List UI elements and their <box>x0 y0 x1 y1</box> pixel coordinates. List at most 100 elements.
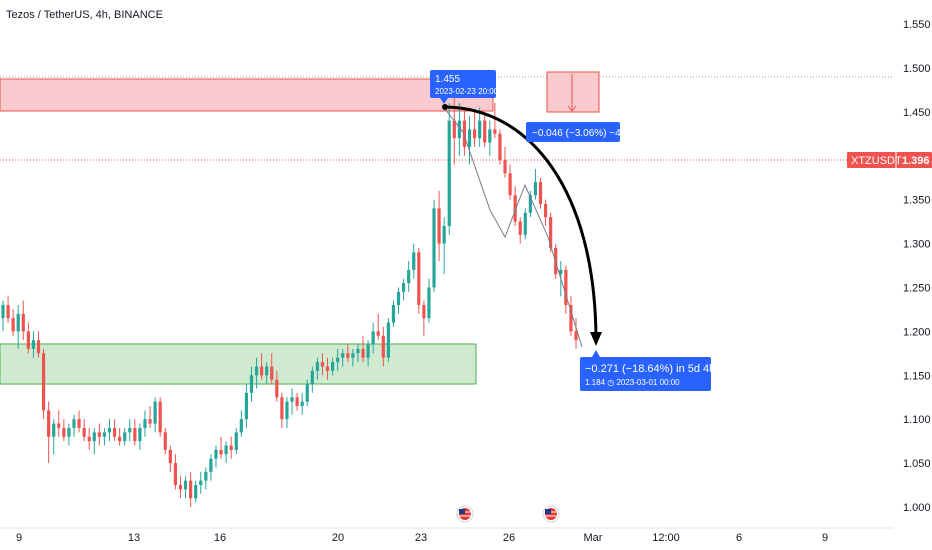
time-tick-label: Mar <box>584 532 603 544</box>
candle-body <box>254 366 259 376</box>
time-tick-label: 13 <box>128 532 140 544</box>
resistance-zone[interactable] <box>0 78 494 112</box>
candle <box>97 423 101 446</box>
candle-body <box>234 432 238 450</box>
candle-body <box>533 182 538 196</box>
candle <box>254 357 259 389</box>
candle-body <box>178 485 183 490</box>
price-axis[interactable]: 1.5501.5001.4501.4001.3501.3001.2501.200… <box>903 19 931 514</box>
candle-body <box>239 419 243 433</box>
candle <box>209 454 213 481</box>
candle-body <box>528 195 532 213</box>
candle <box>138 423 142 450</box>
candle <box>543 199 548 226</box>
candle-body <box>386 322 390 358</box>
measure-tooltip-text: −0.046 (−3.06%) −46 <box>532 128 627 139</box>
candle-body <box>472 129 477 139</box>
candle <box>31 331 36 358</box>
candle-body <box>102 432 107 437</box>
candle <box>92 427 96 455</box>
candle <box>57 410 61 437</box>
support-zone[interactable] <box>0 343 477 385</box>
candle-body <box>11 318 15 332</box>
candle-body <box>391 305 396 323</box>
candle-body <box>118 436 122 442</box>
candle <box>488 120 492 156</box>
candle <box>62 419 66 442</box>
candle-body <box>57 423 61 428</box>
projection-path[interactable] <box>444 108 583 348</box>
price-tick-label: 1.550 <box>903 19 931 31</box>
candle <box>336 348 340 371</box>
time-axis[interactable]: 9 13 16 20 23 26 Mar 12:00 6 9 <box>16 532 828 544</box>
candle <box>260 353 264 380</box>
candle <box>346 344 350 363</box>
candle-body <box>462 120 467 147</box>
candle <box>412 243 416 279</box>
candle-body <box>478 120 482 139</box>
candle <box>305 379 309 407</box>
candle-body <box>437 208 441 244</box>
arrowhead-icon <box>590 332 602 346</box>
candle-body <box>503 160 507 174</box>
forecast-curve-arrow[interactable] <box>444 105 598 339</box>
symbol-price-label[interactable]: XTZUSDT 1.396 <box>847 152 932 168</box>
candle <box>285 397 289 428</box>
candle <box>275 370 279 402</box>
candle-body <box>6 305 10 319</box>
us-event-flag-icon[interactable] <box>542 505 560 523</box>
candle <box>153 397 157 433</box>
candle <box>102 427 107 446</box>
candle <box>371 322 375 354</box>
time-tick-label: 23 <box>415 532 427 544</box>
candle-body <box>224 445 228 455</box>
candle-body <box>285 401 289 420</box>
chart-title: Tezos / TetherUS, 4h, BINANCE <box>6 9 163 21</box>
target-tooltip[interactable]: −0.271 (−18.64%) in 5d 4h 1.184 ◷ 2023-0… <box>580 350 715 391</box>
us-event-flag-icon[interactable] <box>456 505 474 523</box>
candle-body <box>310 370 314 385</box>
candle <box>219 436 223 459</box>
candle <box>407 261 411 292</box>
candle <box>128 419 132 442</box>
measure-tooltip[interactable]: −0.046 (−3.06%) −46 <box>526 122 627 142</box>
candle-body <box>219 449 223 455</box>
candle <box>249 366 254 402</box>
candle-body <box>417 252 421 306</box>
candle-body <box>422 305 426 319</box>
candle-body <box>290 397 294 402</box>
candle-body <box>483 120 487 143</box>
candle <box>376 313 380 341</box>
candle <box>320 353 325 376</box>
price-tick-label: 1.300 <box>903 239 931 251</box>
time-tick-label: 6 <box>736 532 742 544</box>
high-tooltip[interactable]: 1.455 2023-02-23 20:00 <box>430 70 499 104</box>
time-tick-label: 9 <box>16 532 22 544</box>
candle-body <box>173 463 178 486</box>
candle <box>538 177 543 209</box>
candle <box>183 476 188 499</box>
candle-body <box>265 366 269 376</box>
candle <box>325 357 330 380</box>
candle-body <box>569 305 573 332</box>
candle <box>107 419 112 442</box>
candle <box>244 384 248 428</box>
candle <box>290 388 294 415</box>
candle-body <box>16 313 20 332</box>
candle-body <box>72 419 76 428</box>
target-tooltip-line2: 1.184 ◷ 2023-03-01 00:00 <box>585 378 680 387</box>
candle <box>518 217 522 244</box>
candle-body <box>31 340 36 349</box>
candle-body <box>331 362 335 371</box>
candle-body <box>97 432 101 437</box>
candle <box>503 146 507 178</box>
candle-body <box>112 427 117 437</box>
measure-arrow-icon <box>567 105 577 112</box>
candle <box>52 419 56 455</box>
candle <box>112 419 117 442</box>
measure-box[interactable] <box>546 71 600 113</box>
candle <box>315 357 319 380</box>
candle <box>396 287 401 314</box>
candle <box>483 111 487 147</box>
